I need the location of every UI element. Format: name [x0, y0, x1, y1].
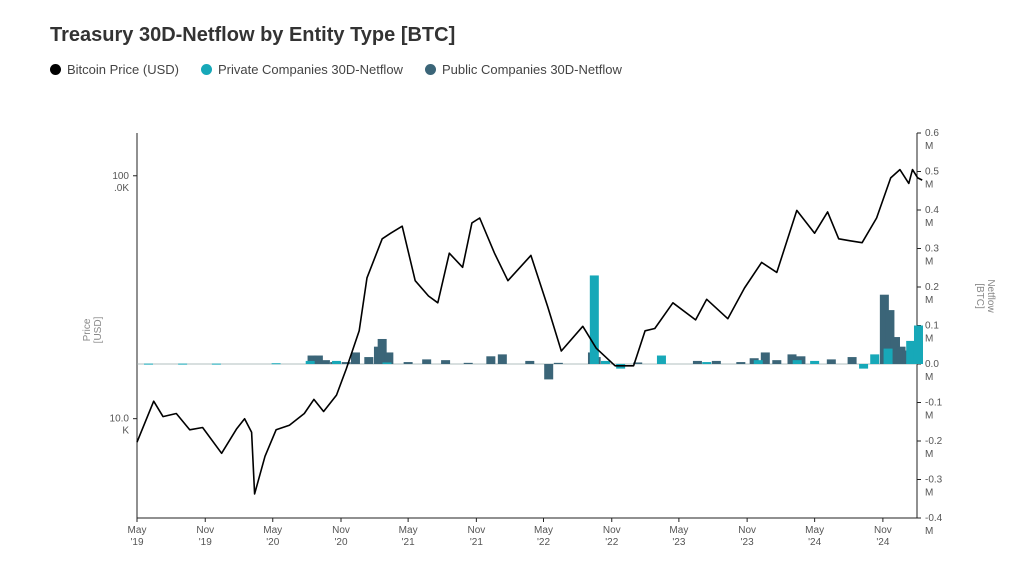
y-right-tick-label: 0.1 M — [925, 321, 939, 345]
y-right-tick-label: 0.4 M — [925, 205, 939, 229]
bar-public — [879, 294, 889, 364]
bar-public — [350, 352, 360, 364]
bar-public — [553, 362, 563, 364]
legend-label-private: Private Companies 30D-Netflow — [217, 62, 403, 77]
legend-swatch-private — [200, 64, 212, 75]
legend-swatch-public — [424, 64, 436, 75]
bar-private — [656, 355, 666, 364]
y-right-tick-label: -0.2 M — [925, 436, 943, 460]
legend-item-public[interactable]: Public Companies 30D-Netflow — [424, 62, 622, 77]
legend-label-public: Public Companies 30D-Netflow — [441, 62, 622, 77]
bar-public — [847, 357, 857, 364]
bar-public — [341, 362, 351, 364]
y-right-tick-label: -0.1 M — [925, 398, 943, 422]
bar-private — [271, 363, 281, 365]
x-tick-label: Nov '24 — [874, 525, 892, 548]
y-right-tick-label: 0.6 M — [925, 128, 939, 152]
bar-public — [403, 362, 413, 364]
bar-private — [870, 354, 880, 364]
x-tick-label: Nov '23 — [738, 525, 756, 548]
chart-title: Treasury 30D-Netflow by Entity Type [BTC… — [50, 24, 456, 46]
bar-private — [382, 362, 392, 364]
bar-private — [810, 360, 820, 364]
bar-public — [313, 355, 323, 364]
x-tick-label: Nov '21 — [467, 525, 485, 548]
bar-public — [525, 360, 535, 364]
x-tick-label: Nov '22 — [603, 525, 621, 548]
y-right-tick-label: -0.4 M — [925, 513, 943, 537]
bar-private — [305, 360, 315, 364]
bar-public — [890, 337, 900, 364]
bar-private — [332, 360, 342, 364]
bar-public — [633, 362, 643, 364]
x-tick-label: May '19 — [128, 525, 147, 548]
bar-private — [589, 275, 599, 364]
bar-public — [760, 352, 770, 364]
legend-swatch-price — [50, 64, 61, 75]
price-line — [136, 168, 923, 495]
bar-private — [211, 363, 221, 365]
x-tick-label: May '23 — [669, 525, 688, 548]
y-left-tick-label: 10.0 K — [110, 414, 130, 437]
bar-public — [320, 360, 330, 364]
y-right-tick-label: 0.3 M — [925, 244, 939, 268]
y-left-axis-title: Price[USD] — [82, 316, 104, 343]
bar-public — [377, 338, 387, 364]
y-left-tick-label: 100.0K — [112, 171, 129, 194]
bar-public — [896, 346, 906, 364]
bar-private — [702, 362, 712, 364]
bar-public — [364, 357, 374, 364]
bar-private — [600, 360, 610, 364]
bar-public — [544, 364, 554, 380]
bar-public — [441, 360, 451, 364]
x-tick-label: May '20 — [263, 525, 282, 548]
bar-public — [497, 354, 507, 364]
y-right-tick-label: 0.5 M — [925, 167, 939, 191]
x-tick-label: May '24 — [805, 525, 824, 548]
bar-public — [384, 352, 394, 364]
legend-item-private[interactable]: Private Companies 30D-Netflow — [200, 62, 403, 77]
bar-private — [143, 363, 153, 365]
bar-private — [178, 363, 188, 365]
bar-public — [826, 359, 836, 364]
bar-public — [885, 310, 895, 364]
x-tick-label: Nov '19 — [196, 525, 214, 548]
bar-private — [859, 364, 869, 369]
y-right-tick-label: 0.2 M — [925, 282, 939, 306]
legend-item-price[interactable]: Bitcoin Price (USD) — [50, 62, 179, 77]
y-right-axis-title: Netflow[BTC] — [974, 279, 996, 313]
y-right-tick-label: 0.0 M — [925, 359, 939, 383]
bar-private — [883, 348, 893, 364]
x-tick-label: Nov '20 — [332, 525, 350, 548]
y-right-tick-label: -0.3 M — [925, 475, 943, 499]
legend: Bitcoin Price (USD) Private Companies 30… — [50, 62, 622, 77]
bar-public — [711, 360, 721, 364]
bar-private — [753, 360, 763, 364]
bar-public — [463, 362, 473, 364]
bar-public — [787, 354, 797, 364]
bar-public — [422, 359, 432, 364]
bar-private — [913, 325, 923, 364]
bar-public — [692, 360, 702, 364]
bar-public — [772, 360, 782, 364]
x-tick-label: May '21 — [399, 525, 418, 548]
bar-public — [307, 355, 317, 364]
bar-public — [486, 356, 496, 364]
legend-label-price: Bitcoin Price (USD) — [67, 62, 179, 77]
bar-public — [736, 362, 746, 364]
bar-private — [906, 340, 916, 364]
x-tick-label: May '22 — [534, 525, 553, 548]
bar-private — [792, 360, 802, 364]
